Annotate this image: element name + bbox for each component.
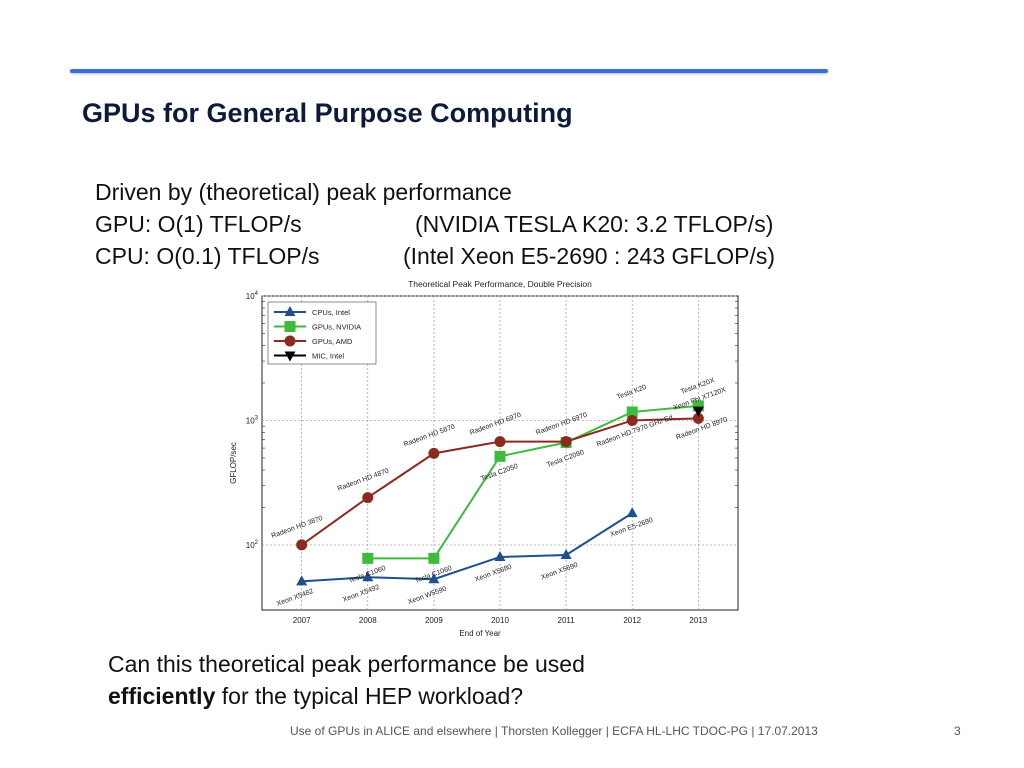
question-text: Can this theoretical peak performance be… <box>108 648 585 712</box>
x-tick-label: 2011 <box>558 616 576 625</box>
x-tick-label: 2007 <box>293 616 311 625</box>
y-axis-label: GFLOP/sec <box>229 442 238 484</box>
x-tick-label: 2009 <box>425 616 443 625</box>
data-point-gpus-amd <box>296 539 308 551</box>
data-label: Xeon X5680 <box>474 564 513 584</box>
legend-marker <box>284 306 296 316</box>
question-emphasis: efficiently <box>108 683 216 709</box>
data-label: Radeon HD 5870 <box>403 423 456 448</box>
x-tick-label: 2008 <box>359 616 377 625</box>
legend-marker <box>284 321 296 332</box>
data-label: Tesla C1060 <box>348 565 387 585</box>
data-point-mic-intel <box>692 406 704 417</box>
legend-marker <box>284 351 296 362</box>
data-label: Tesla K20 <box>616 384 647 401</box>
data-point-gpus-nvidia <box>362 552 374 564</box>
question-rest: for the typical HEP workload? <box>215 683 524 709</box>
chart-title: Theoretical Peak Performance, Double Pre… <box>408 279 592 289</box>
x-tick-label: 2013 <box>689 616 707 625</box>
data-point-cpus-intel <box>296 575 308 586</box>
legend-label: GPUs, NVIDIA <box>312 323 361 332</box>
footer-text: Use of GPUs in ALICE and elsewhere | Tho… <box>290 724 818 738</box>
data-label: Radeon HD 6970 <box>535 412 588 437</box>
data-label: Tesla C2090 <box>546 449 585 469</box>
page-number: 3 <box>954 724 961 738</box>
data-point-gpus-nvidia <box>626 406 638 418</box>
data-point-cpus-intel <box>626 507 638 518</box>
data-label: Xeon X5492 <box>342 584 381 604</box>
data-label: Xeon E5-2690 <box>609 517 654 539</box>
data-point-cpus-intel <box>494 550 506 561</box>
data-point-cpus-intel <box>428 573 440 584</box>
data-point-gpus-nvidia <box>692 400 704 412</box>
data-point-gpus-amd <box>692 412 704 424</box>
data-label: Xeon W5590 <box>407 586 448 606</box>
data-label: Radeon HD 3870 <box>271 515 324 540</box>
bullet-line-1: Driven by (theoretical) peak performance <box>95 176 512 208</box>
question-line-2: efficiently for the typical HEP workload… <box>108 680 585 712</box>
data-point-gpus-amd <box>494 436 506 448</box>
bullet-line-3: CPU: O(0.1) TFLOP/s (Intel Xeon E5-2690 … <box>95 240 775 272</box>
bullet-lines: Driven by (theoretical) peak performance… <box>95 176 775 272</box>
data-point-gpus-amd <box>626 414 638 426</box>
x-tick-label: 2010 <box>491 616 509 625</box>
data-label: Xeon X5690 <box>540 562 579 582</box>
data-label: Radeon HD 6970 <box>469 412 522 437</box>
data-label: Tesla C2050 <box>480 463 519 483</box>
slide-title: GPUs for General Purpose Computing <box>82 98 573 128</box>
data-label: Xeon X5482 <box>276 588 315 608</box>
title-underline <box>70 69 828 73</box>
bullet-2-text: GPU: O(1) TFLOP/s <box>95 211 302 237</box>
legend-label: GPUs, AMD <box>312 337 353 346</box>
bullet-3-note: (Intel Xeon E5-2690 : 243 GFLOP/s) <box>403 243 776 269</box>
data-point-gpus-nvidia <box>494 450 506 462</box>
peak-performance-chart: Theoretical Peak Performance, Double Pre… <box>229 279 739 638</box>
legend-marker <box>284 335 296 347</box>
question-line-1: Can this theoretical peak performance be… <box>108 651 585 677</box>
y-tick-label: 104 <box>246 291 259 301</box>
data-point-gpus-nvidia <box>428 552 440 564</box>
data-point-cpus-intel <box>362 571 374 582</box>
y-tick-label: 103 <box>246 415 259 425</box>
data-point-gpus-amd <box>560 436 572 448</box>
bullet-line-2: GPU: O(1) TFLOP/s (NVIDIA TESLA K20: 3.2… <box>95 208 773 240</box>
legend-label: CPUs, Intel <box>312 308 350 317</box>
bullet-1-text: Driven by (theoretical) peak performance <box>95 179 512 205</box>
x-tick-label: 2012 <box>623 616 641 625</box>
bullet-3-text: CPU: O(0.1) TFLOP/s <box>95 243 320 269</box>
bullet-2-note: (NVIDIA TESLA K20: 3.2 TFLOP/s) <box>415 211 774 237</box>
x-axis-label: End of Year <box>459 629 501 638</box>
series-line-cpus-intel <box>301 512 633 583</box>
data-point-gpus-amd <box>428 447 440 459</box>
data-point-cpus-intel <box>560 548 572 559</box>
data-point-gpus-amd <box>362 492 374 504</box>
legend-label: MIC, Intel <box>312 352 344 361</box>
y-tick-label: 102 <box>246 540 259 550</box>
series-line-gpus-nvidia <box>367 404 699 560</box>
